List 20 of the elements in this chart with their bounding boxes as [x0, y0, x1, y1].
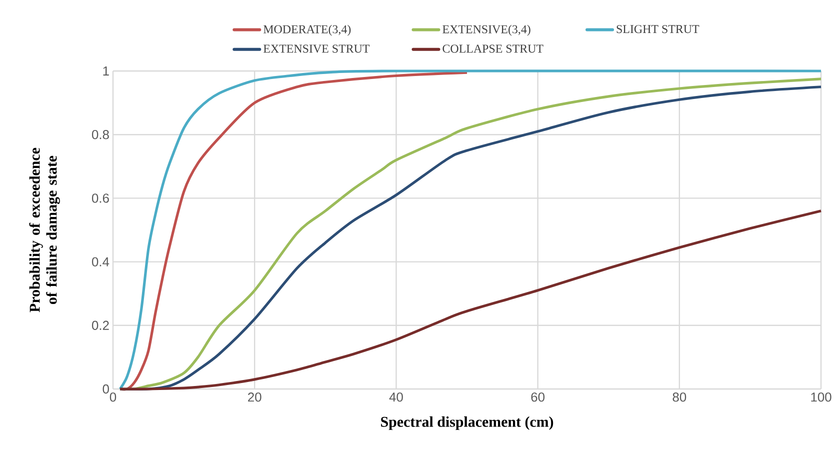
x-tick-label: 40 — [389, 392, 403, 402]
line-series — [118, 210, 822, 390]
y-tick-label: 0.4 — [92, 257, 110, 266]
x-tick-label: 80 — [672, 392, 686, 402]
x-tick-label: 0 — [110, 392, 116, 402]
x-tick-label: 60 — [531, 392, 545, 402]
legend-label: EXTENSIVE(3,4) — [442, 24, 530, 36]
x-tick-label: 100 — [811, 392, 832, 402]
legend-label: EXTENSIVE STRUT — [263, 44, 370, 53]
x-tick-label: 20 — [248, 392, 262, 402]
y-axis-title: Probability of exceedence of failure damage state — [29, 148, 60, 312]
legend-label: MODERATE(3,4) — [263, 24, 351, 36]
y-tick-label: 0 — [102, 384, 109, 394]
y-tick-label: 1 — [103, 66, 109, 76]
x-axis-title: Spectral displacement (cm) — [381, 416, 554, 430]
y-tick-label: 0.6 — [92, 194, 109, 203]
legend-label: COLLAPSE STRUT — [442, 44, 544, 53]
legend-label: SLIGHT STRUT — [616, 25, 700, 34]
y-tick-label: 0.2 — [92, 320, 109, 330]
y-tick-label: 0.8 — [92, 130, 109, 140]
